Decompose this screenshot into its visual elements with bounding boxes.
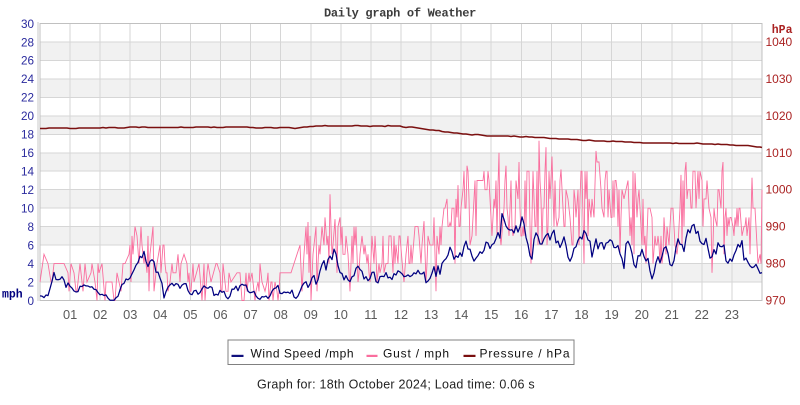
svg-text:08: 08 — [274, 307, 288, 322]
svg-text:Graph for: 18th October 2024;: Graph for: 18th October 2024; Load time:… — [257, 378, 535, 392]
svg-text:18: 18 — [21, 129, 34, 142]
svg-text:1010: 1010 — [766, 146, 793, 160]
svg-text:8: 8 — [27, 221, 34, 234]
svg-text:10: 10 — [21, 203, 35, 216]
svg-text:01: 01 — [63, 307, 77, 322]
svg-text:10: 10 — [334, 307, 348, 322]
svg-text:05: 05 — [183, 307, 197, 322]
svg-text:16: 16 — [514, 307, 528, 322]
svg-text:23: 23 — [725, 307, 739, 322]
svg-text:980: 980 — [766, 257, 786, 271]
svg-text:1040: 1040 — [766, 35, 793, 49]
svg-text:970: 970 — [766, 294, 786, 308]
svg-text:14: 14 — [21, 166, 35, 179]
svg-text:06: 06 — [213, 307, 227, 322]
svg-text:6: 6 — [27, 239, 34, 252]
svg-text:02: 02 — [93, 307, 107, 322]
svg-text:09: 09 — [304, 307, 318, 322]
svg-text:Wind Speed /mph: Wind Speed /mph — [251, 347, 355, 361]
svg-text:Gust / mph: Gust / mph — [383, 347, 450, 361]
svg-text:19: 19 — [604, 307, 618, 322]
svg-text:28: 28 — [21, 36, 34, 49]
svg-text:1030: 1030 — [766, 72, 793, 86]
svg-text:24: 24 — [21, 73, 35, 86]
svg-text:990: 990 — [766, 220, 786, 234]
svg-text:11: 11 — [364, 307, 377, 322]
svg-text:13: 13 — [424, 307, 438, 322]
svg-text:Pressure / hPa: Pressure / hPa — [480, 347, 571, 361]
svg-text:hPa: hPa — [772, 24, 793, 37]
svg-text:1020: 1020 — [766, 109, 793, 123]
svg-text:20: 20 — [21, 110, 35, 123]
svg-text:12: 12 — [394, 307, 408, 322]
svg-text:04: 04 — [153, 307, 167, 322]
svg-text:30: 30 — [21, 18, 35, 31]
svg-text:4: 4 — [27, 258, 34, 271]
svg-text:20: 20 — [635, 307, 649, 322]
svg-text:17: 17 — [544, 307, 558, 322]
svg-text:Daily graph of Weather: Daily graph of Weather — [324, 7, 476, 21]
svg-text:18: 18 — [574, 307, 588, 322]
svg-text:22: 22 — [695, 307, 709, 322]
svg-text:26: 26 — [21, 55, 34, 68]
svg-text:1000: 1000 — [766, 183, 793, 197]
svg-text:14: 14 — [454, 307, 468, 322]
svg-text:21: 21 — [665, 307, 679, 322]
svg-text:12: 12 — [21, 184, 34, 197]
svg-text:16: 16 — [21, 147, 34, 160]
svg-text:0: 0 — [27, 295, 34, 308]
svg-text:15: 15 — [484, 307, 498, 322]
svg-text:03: 03 — [123, 307, 137, 322]
svg-text:22: 22 — [21, 92, 34, 105]
svg-text:2: 2 — [27, 276, 34, 289]
svg-text:mph: mph — [2, 289, 23, 302]
svg-text:07: 07 — [243, 307, 257, 322]
